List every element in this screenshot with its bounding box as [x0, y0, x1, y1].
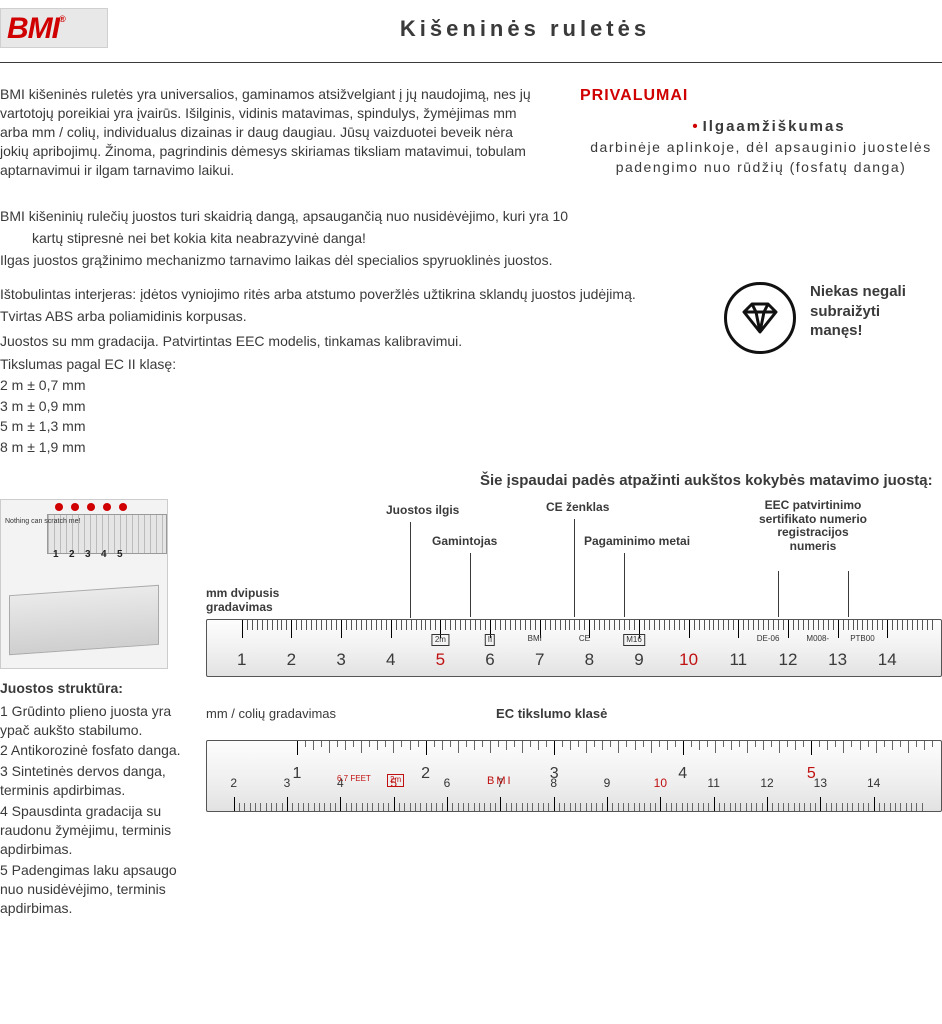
advantages-body: darbinėje aplinkoje, dėl apsauginio juos…	[580, 137, 942, 178]
struct-item-4: 4 Spausdinta gradacija su raudonu žymėji…	[0, 802, 190, 859]
advantages-headline: Ilgaamžiškumas	[596, 117, 942, 137]
no-scratch-label: Niekas negali subraižyti manęs!	[810, 282, 920, 341]
callout-year: Pagaminimo metai	[584, 535, 690, 549]
callout-mm: mm dvipusis gradavimas	[206, 587, 296, 615]
bullet-5: Juostos su mm gradacija. Patvirtintas EE…	[0, 332, 710, 351]
structure-thumbnail: Nothing can scratch me! 1 2 3 4 5	[0, 499, 168, 669]
struct-item-5: 5 Padengimas laku apsaugo nuo nusidėvėji…	[0, 861, 190, 918]
structure-items: 1 Grūdinto plieno juosta yra ypač aukšto…	[0, 702, 190, 918]
callout-eec: EEC patvirtinimo sertifikato numerio reg…	[758, 499, 868, 554]
below-labels: mm / colių gradavimas EC tikslumo klasė	[206, 697, 942, 731]
thumb-tiny-text: Nothing can scratch me!	[5, 518, 80, 525]
bullet-6: Tikslumas pagal EC II klasę:	[0, 355, 710, 374]
callout-ce: CE ženklas	[546, 501, 609, 515]
acc-2: 3 m ± 0,9 mm	[0, 397, 710, 416]
features-left: Ištobulintas interjeras: įdėtos vyniojim…	[0, 282, 710, 459]
bullet-1b: kartų stipresnė nei bet kokia kita neabr…	[0, 229, 942, 248]
bullet-1a: BMI kišeninių rulečių juostos turi skaid…	[0, 207, 942, 226]
ruler-mm-inch: 12345 234567891011121314 6.7 FEET 2m BMI	[206, 740, 942, 812]
structure-column: Nothing can scratch me! 1 2 3 4 5 Juosto…	[0, 499, 190, 920]
label-ec-class: EC tikslumo klasė	[496, 705, 607, 723]
bullet-3: Ištobulintas interjeras: įdėtos vyniojim…	[0, 285, 710, 304]
acc-1: 2 m ± 0,7 mm	[0, 376, 710, 395]
tape-area: mm dvipusis gradavimas Juostos ilgis Gam…	[206, 499, 942, 920]
r2-brand: BMI	[487, 774, 513, 789]
intro-text: BMI kišeninės ruletės yra universalios, …	[0, 85, 540, 179]
intro-row: BMI kišeninės ruletės yra universalios, …	[0, 85, 942, 179]
bullet-4: Tvirtas ABS arba poliamidinis korpusas.	[0, 307, 710, 326]
structure-title: Juostos struktūra:	[0, 679, 190, 698]
advantages-title: PRIVALUMAI	[580, 85, 942, 107]
page-title: Kišeninės ruletės	[108, 8, 942, 44]
advantages-block: PRIVALUMAI Ilgaamžiškumas darbinėje apli…	[580, 85, 942, 179]
accuracy-block: Tikslumas pagal EC II klasę: 2 m ± 0,7 m…	[0, 355, 710, 457]
bullet-2: Ilgas juostos grąžinimo mechanizmo tarna…	[0, 251, 942, 270]
r2-feet: 6.7 FEET	[337, 774, 371, 785]
stamps-note: Šie įspaudai padės atpažinti aukštos kok…	[480, 471, 942, 491]
logo-text: BMI	[7, 14, 59, 44]
callouts-top: mm dvipusis gradavimas Juostos ilgis Gam…	[206, 499, 942, 619]
callout-maker: Gamintojas	[432, 535, 497, 549]
callout-length: Juostos ilgis	[386, 504, 459, 518]
features-row: Ištobulintas interjeras: įdėtos vyniojim…	[0, 282, 942, 459]
struct-item-3: 3 Sintetinės dervos danga, terminis apdi…	[0, 762, 190, 800]
logo-reg: ®	[59, 15, 65, 24]
acc-4: 8 m ± 1,9 mm	[0, 438, 710, 457]
bmi-logo: BMI®	[0, 8, 108, 48]
header: BMI® Kišeninės ruletės	[0, 0, 942, 63]
bullet-list: BMI kišeninių rulečių juostos turi skaid…	[0, 207, 942, 270]
r2-len: 2m	[387, 774, 404, 787]
struct-item-2: 2 Antikorozinė fosfato danga.	[0, 741, 190, 760]
ruler-mm: 2mIIBMICEM16DE-06M008-PTB00 123456789101…	[206, 619, 942, 677]
diamond-icon	[724, 282, 796, 354]
acc-3: 5 m ± 1,3 mm	[0, 417, 710, 436]
label-mm-inch: mm / colių gradavimas	[206, 705, 336, 723]
struct-item-1: 1 Grūdinto plieno juosta yra ypač aukšto…	[0, 702, 190, 740]
bottom-row: Nothing can scratch me! 1 2 3 4 5 Juosto…	[0, 499, 942, 920]
